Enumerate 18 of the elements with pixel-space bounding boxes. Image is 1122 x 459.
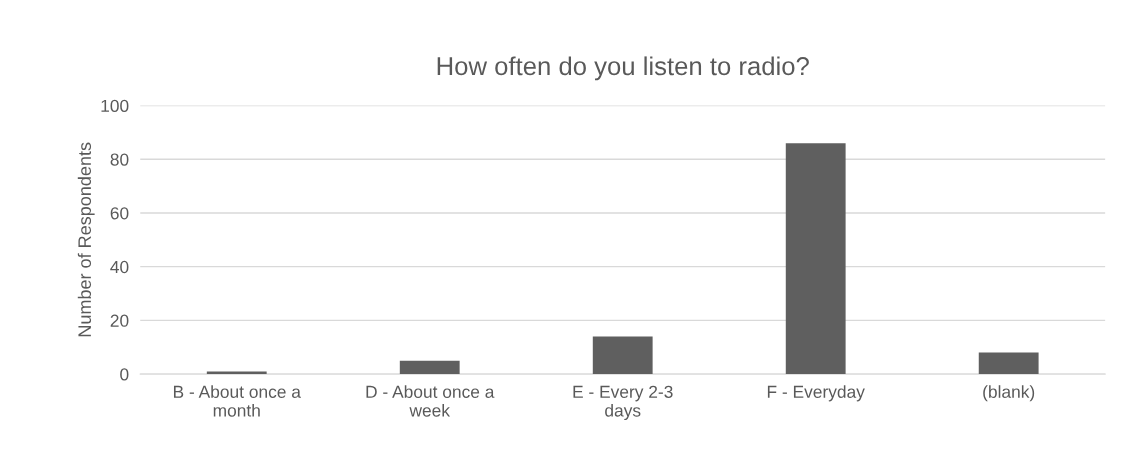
y-tick-label: 40: [110, 260, 129, 274]
chart-title: How often do you listen to radio?: [437, 56, 809, 81]
y-tick-label: 100: [101, 99, 129, 113]
y-tick-label: 0: [120, 368, 129, 381]
bar: [785, 143, 846, 375]
y-axis-title: Number of Respondents: [77, 142, 95, 337]
y-tick-label: 60: [110, 207, 129, 220]
x-tick-label: D - About once a week: [366, 385, 495, 417]
bar: [206, 371, 267, 375]
bar: [978, 352, 1039, 375]
x-tick-label: E - Every 2-3 days: [573, 385, 673, 421]
bar: [399, 360, 460, 375]
x-tick-label: F - Everyday: [767, 385, 865, 402]
x-tick-label: (blank): [983, 385, 1035, 402]
bar: [592, 336, 653, 375]
y-tick-label: 80: [110, 153, 129, 166]
y-tick-label: 20: [110, 314, 129, 327]
x-tick-label: B - About once a month: [173, 385, 301, 417]
